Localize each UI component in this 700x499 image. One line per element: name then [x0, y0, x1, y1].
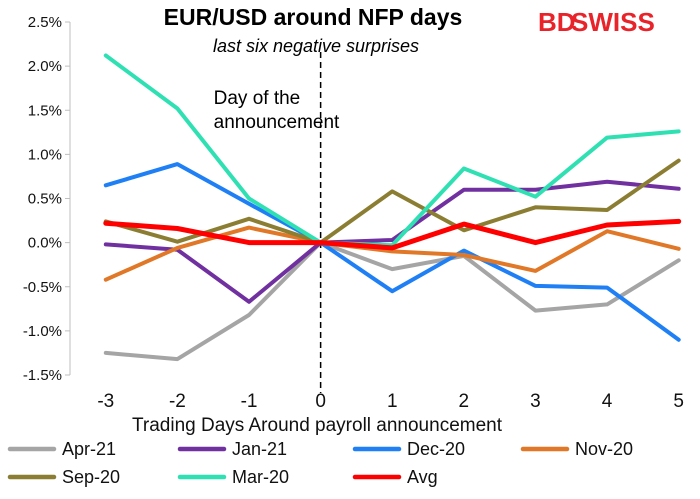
legend-label: Mar-20 — [232, 467, 289, 487]
bdswiss-logo: BD SWISS — [538, 7, 655, 37]
y-tick-label: 1.5% — [28, 102, 62, 119]
series-line-mar-20 — [103, 53, 681, 248]
legend-label: Avg — [407, 467, 438, 487]
legend-label: Dec-20 — [407, 439, 465, 459]
x-tick-label: 4 — [602, 391, 613, 412]
x-axis-label: Trading Days Around payroll announcement — [132, 415, 503, 436]
series-line-nov-20 — [103, 225, 681, 282]
annotation-line-2: announcement — [214, 112, 340, 133]
y-tick-label: 0.0% — [28, 235, 62, 252]
chart-title: EUR/USD around NFP days — [164, 4, 463, 30]
y-tick-label: -0.5% — [23, 279, 62, 296]
series-line-jan-21 — [103, 179, 681, 304]
series-line-avg — [103, 218, 682, 251]
y-axis: -1.5% -1.0% -0.5% 0.0% 0.5% 1.0% 1.5% 2.0% 2.5% — [23, 14, 71, 384]
logo-text-bd: BD — [538, 7, 576, 37]
legend-label: Nov-20 — [575, 439, 633, 459]
x-tick-label: 2 — [459, 391, 470, 412]
legend-item: Jan-21 — [177, 439, 287, 459]
x-tick-label: 3 — [530, 391, 541, 412]
x-tick-label: 1 — [387, 391, 398, 412]
legend-item: Avg — [352, 467, 438, 487]
x-tick-label: -1 — [241, 391, 258, 412]
series-line-dec-20 — [103, 162, 681, 342]
series-group — [103, 53, 682, 362]
legend-label: Jan-21 — [232, 439, 287, 459]
x-tick-label: 0 — [315, 391, 326, 412]
legend-item: Dec-20 — [352, 439, 465, 459]
y-tick-label: -1.5% — [23, 367, 62, 384]
y-tick-label: 0.5% — [28, 191, 62, 208]
x-axis: -3 -2 -1 0 1 2 3 4 5 — [97, 391, 684, 412]
x-tick-label: 5 — [673, 391, 684, 412]
y-tick-label: -1.0% — [23, 323, 62, 340]
series-line-apr-21 — [103, 240, 681, 362]
logo-text-swiss: SWISS — [571, 7, 655, 37]
y-tick-label: 2.5% — [28, 14, 62, 31]
legend-item: Mar-20 — [177, 467, 289, 487]
x-tick-label: -3 — [97, 391, 114, 412]
chart-subtitle: last six negative surprises — [213, 36, 419, 56]
legend-label: Apr-21 — [62, 439, 116, 459]
legend-item: Sep-20 — [7, 467, 120, 487]
legend-item: Nov-20 — [520, 439, 633, 459]
annotation-line-1: Day of the — [214, 88, 301, 109]
x-tick-label: -2 — [169, 391, 186, 412]
legend: Apr-21 Jan-21 Dec-20 Nov-20 Sep-20 Mar-20 Avg — [7, 439, 633, 487]
y-tick-label: 2.0% — [28, 58, 62, 75]
legend-item: Apr-21 — [7, 439, 116, 459]
legend-label: Sep-20 — [62, 467, 120, 487]
y-tick-label: 1.0% — [28, 146, 62, 163]
